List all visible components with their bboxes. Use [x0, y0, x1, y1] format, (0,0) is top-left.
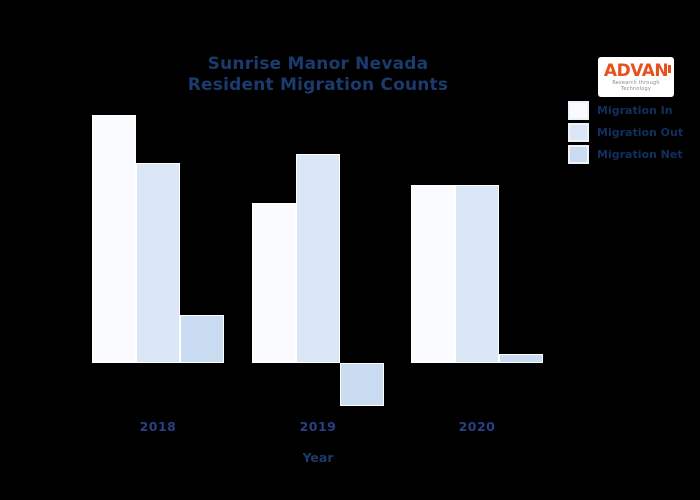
- bar-migration-in-2019: [252, 203, 296, 363]
- legend-item-migration-in: Migration In: [568, 99, 683, 121]
- advan-logo-mark: [668, 65, 671, 73]
- bar-migration-in-2018: [92, 115, 136, 363]
- legend-label: Migration Net: [597, 147, 683, 161]
- chart-legend: Migration In Migration Out Migration Net: [568, 99, 683, 165]
- x-tick-label: 2018: [139, 419, 177, 434]
- legend-item-migration-net: Migration Net: [568, 143, 683, 165]
- bar-migration-net-2020: [499, 354, 543, 363]
- migration-out-swatch-icon: [568, 122, 589, 142]
- bar-migration-out-2020: [455, 185, 499, 363]
- x-axis-title: Year: [302, 450, 334, 465]
- bar-migration-in-2020: [411, 185, 455, 363]
- legend-item-migration-out: Migration Out: [568, 121, 683, 143]
- advan-logo-text: ADVAN: [603, 61, 669, 81]
- bar-migration-net-2018: [180, 315, 224, 363]
- bar-migration-out-2019: [296, 154, 340, 363]
- migration-in-swatch-icon: [568, 100, 589, 120]
- migration-net-swatch-icon: [568, 144, 589, 164]
- advan-logo: ADVAN Research through Technology: [598, 57, 674, 97]
- x-tick-label: 2019: [299, 419, 337, 434]
- legend-label: Migration In: [597, 103, 673, 117]
- bar-migration-out-2018: [136, 163, 180, 363]
- chart-title-line1: Sunrise Manor Nevada: [207, 54, 429, 74]
- bar-migration-net-2019: [340, 363, 384, 406]
- chart-title-line2: Resident Migration Counts: [187, 75, 449, 95]
- advan-logo-tagline: Research through Technology: [612, 80, 660, 92]
- chart-title: Sunrise Manor Nevada Resident Migration …: [0, 54, 636, 96]
- legend-label: Migration Out: [597, 125, 684, 139]
- x-tick-label: 2020: [458, 419, 496, 434]
